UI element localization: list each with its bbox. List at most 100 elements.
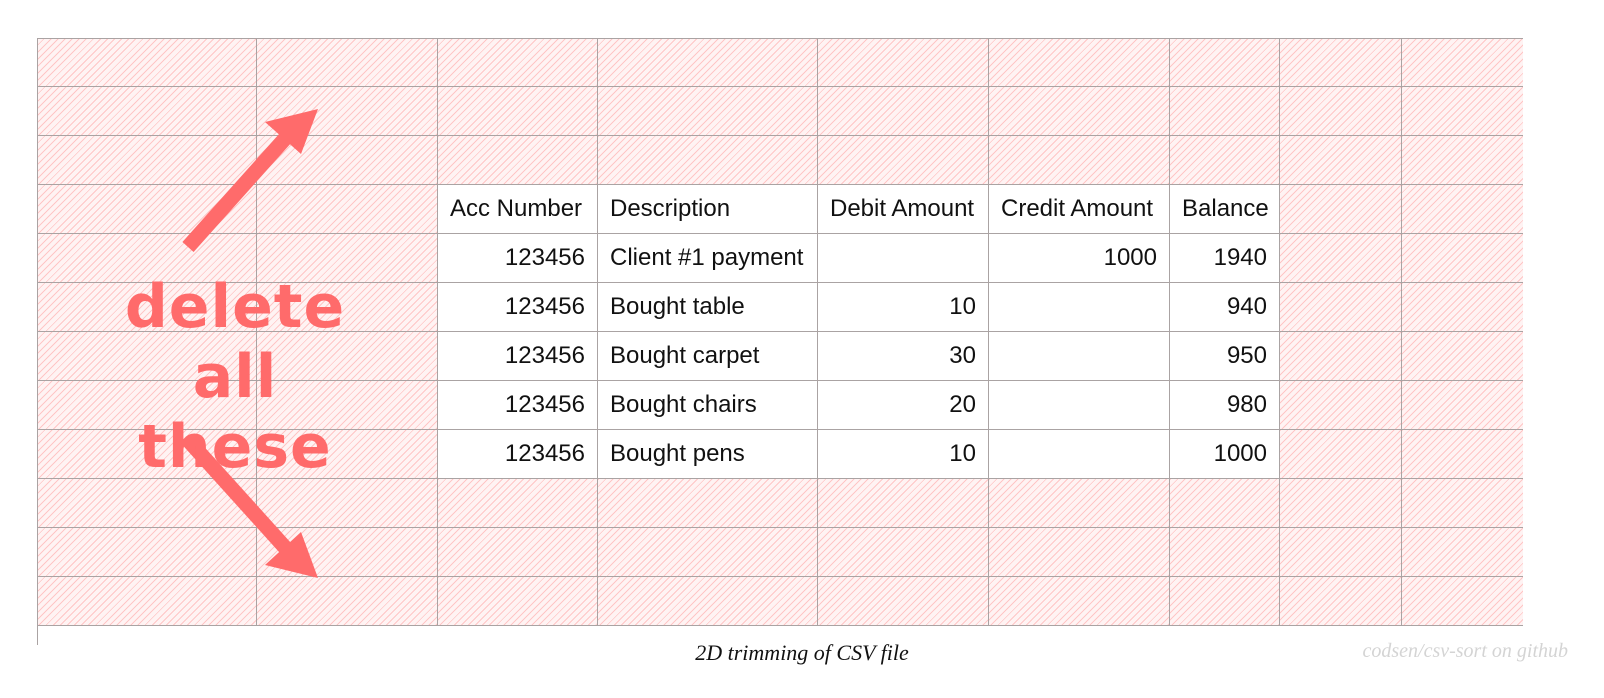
header-cell: Debit Amount: [818, 185, 989, 234]
empty-cell-to-delete: [1402, 430, 1523, 479]
table-cell: [989, 283, 1170, 332]
spreadsheet-grid: Acc Number Description Debit Amount Credit …: [37, 38, 1523, 645]
empty-cell-to-delete: [818, 87, 989, 136]
empty-cell-to-delete: [257, 381, 438, 430]
header-cell: Description: [598, 185, 818, 234]
empty-cell-to-delete: [1402, 87, 1523, 136]
empty-cell-to-delete: [257, 479, 438, 528]
table-cell: Bought chairs: [598, 381, 818, 430]
empty-cell-to-delete: [1280, 136, 1402, 185]
table-cell: 30: [818, 332, 989, 381]
empty-cell-to-delete: [37, 38, 257, 87]
empty-cell-to-delete: [1280, 430, 1402, 479]
empty-cell-to-delete: [989, 528, 1170, 577]
empty-cell-to-delete: [598, 479, 818, 528]
table-cell: 20: [818, 381, 989, 430]
empty-cell-to-delete: [257, 38, 438, 87]
empty-cell-to-delete: [1170, 38, 1280, 87]
table-cell: Bought carpet: [598, 332, 818, 381]
table-cell: Bought pens: [598, 430, 818, 479]
empty-cell-to-delete: [1402, 38, 1523, 87]
empty-cell-to-delete: [438, 528, 598, 577]
table-cell: 1000: [1170, 430, 1280, 479]
empty-cell-to-delete: [989, 479, 1170, 528]
empty-cell-to-delete: [438, 479, 598, 528]
table-cell: 1940: [1170, 234, 1280, 283]
empty-cell-to-delete: [1402, 283, 1523, 332]
table-cell: 950: [1170, 332, 1280, 381]
empty-cell-to-delete: [1280, 87, 1402, 136]
empty-cell-to-delete: [1280, 38, 1402, 87]
empty-cell-to-delete: [989, 38, 1170, 87]
empty-cell-to-delete: [1280, 381, 1402, 430]
empty-cell-to-delete: [37, 577, 257, 626]
empty-cell-to-delete: [37, 332, 257, 381]
header-cell: Acc Number: [438, 185, 598, 234]
table-cell: [989, 332, 1170, 381]
credit-text: codsen/csv-sort on github: [1362, 640, 1568, 662]
empty-cell-to-delete: [37, 136, 257, 185]
table-cell: 123456: [438, 430, 598, 479]
empty-cell-to-delete: [257, 577, 438, 626]
empty-cell-to-delete: [989, 136, 1170, 185]
empty-cell-to-delete: [37, 283, 257, 332]
empty-cell-to-delete: [257, 185, 438, 234]
table-cell: [989, 430, 1170, 479]
figure-caption: 2D trimming of CSV file: [695, 640, 909, 665]
table-cell: 940: [1170, 283, 1280, 332]
empty-cell-to-delete: [1170, 528, 1280, 577]
empty-cell-to-delete: [1280, 577, 1402, 626]
empty-cell-to-delete: [598, 528, 818, 577]
table-cell: Client #1 payment: [598, 234, 818, 283]
table-cell: 123456: [438, 332, 598, 381]
table-cell: 123456: [438, 381, 598, 430]
empty-cell-to-delete: [1280, 479, 1402, 528]
empty-cell-to-delete: [818, 528, 989, 577]
empty-cell-to-delete: [438, 577, 598, 626]
empty-cell-to-delete: [989, 87, 1170, 136]
empty-cell-to-delete: [37, 381, 257, 430]
empty-cell-to-delete: [818, 38, 989, 87]
empty-cell-to-delete: [818, 577, 989, 626]
empty-cell-to-delete: [598, 136, 818, 185]
table-cell: [989, 381, 1170, 430]
table-cell: 123456: [438, 283, 598, 332]
table-cell: 10: [818, 430, 989, 479]
empty-cell-to-delete: [257, 332, 438, 381]
table-cell: Bought table: [598, 283, 818, 332]
callout-line-1: delete all: [124, 272, 346, 412]
header-cell: Balance: [1170, 185, 1280, 234]
empty-cell-to-delete: [37, 87, 257, 136]
empty-cell-to-delete: [1402, 185, 1523, 234]
table-cell: 10: [818, 283, 989, 332]
empty-cell-to-delete: [1170, 136, 1280, 185]
empty-cell-to-delete: [257, 234, 438, 283]
empty-cell-to-delete: [257, 87, 438, 136]
empty-cell-to-delete: [1170, 479, 1280, 528]
empty-cell-to-delete: [598, 38, 818, 87]
empty-cell-to-delete: [1402, 528, 1523, 577]
table-cell: 980: [1170, 381, 1280, 430]
empty-cell-to-delete: [1280, 332, 1402, 381]
table-cell: 1000: [989, 234, 1170, 283]
empty-cell-to-delete: [438, 87, 598, 136]
empty-cell-to-delete: [257, 528, 438, 577]
empty-cell-to-delete: [818, 479, 989, 528]
delete-callout-label: delete all these: [80, 272, 390, 482]
empty-cell-to-delete: [37, 528, 257, 577]
callout-line-2: these: [138, 412, 332, 482]
empty-cell-to-delete: [1402, 479, 1523, 528]
empty-cell-to-delete: [989, 577, 1170, 626]
empty-cell-to-delete: [1280, 528, 1402, 577]
empty-cell-to-delete: [438, 136, 598, 185]
empty-cell-to-delete: [598, 577, 818, 626]
empty-cell-to-delete: [1170, 577, 1280, 626]
empty-cell-to-delete: [1402, 234, 1523, 283]
empty-cell-to-delete: [1280, 283, 1402, 332]
empty-cell-to-delete: [1402, 577, 1523, 626]
empty-cell-to-delete: [438, 38, 598, 87]
table-cell: [818, 234, 989, 283]
empty-cell-to-delete: [1280, 234, 1402, 283]
header-cell: Credit Amount: [989, 185, 1170, 234]
empty-cell-to-delete: [1280, 185, 1402, 234]
